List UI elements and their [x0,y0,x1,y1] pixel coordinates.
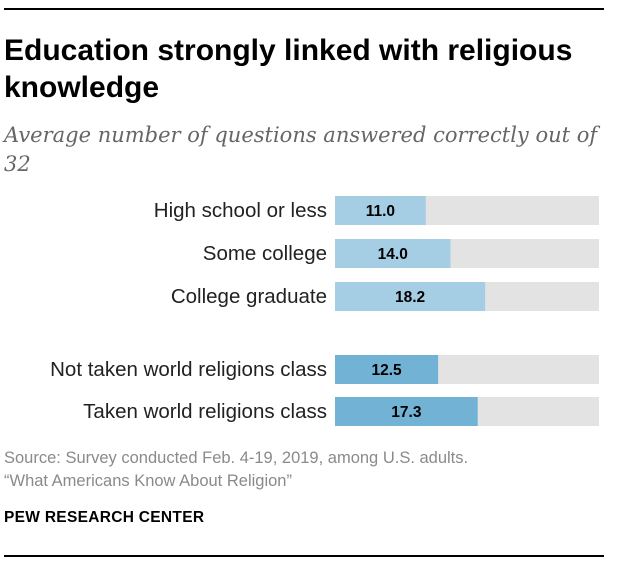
value-label: 18.2 [395,289,425,306]
chart-title: Education strongly linked with religious… [4,34,573,104]
bar [335,397,478,426]
organization-name: PEW RESEARCH CENTER [4,509,205,526]
chart-subtitle: Average number of questions answered cor… [4,123,598,176]
value-label: 17.3 [391,404,422,421]
source-line-1: Source: Survey conducted Feb. 4-19, 2019… [4,449,469,467]
bar [335,355,439,384]
value-label: 11.0 [366,203,395,220]
category-label: Not taken world religions class [50,358,327,381]
bar-chart: High school or less 11.0 Some college 14.0 C… [50,196,599,426]
bar [335,239,451,268]
source-note: Source: Survey conducted Feb. 4-19, 2019… [4,447,604,493]
bar [335,196,426,225]
category-label: Taken world religions class [83,400,327,423]
bar [335,282,486,311]
category-label: High school or less [154,199,327,222]
top-rule [4,8,604,10]
source-line-2: “What Americans Know About Religion” [4,472,292,490]
value-label: 12.5 [371,362,402,379]
category-label: College graduate [171,285,327,308]
bottom-rule [4,555,604,557]
value-label: 14.0 [378,246,408,263]
category-label: Some college [203,242,327,265]
